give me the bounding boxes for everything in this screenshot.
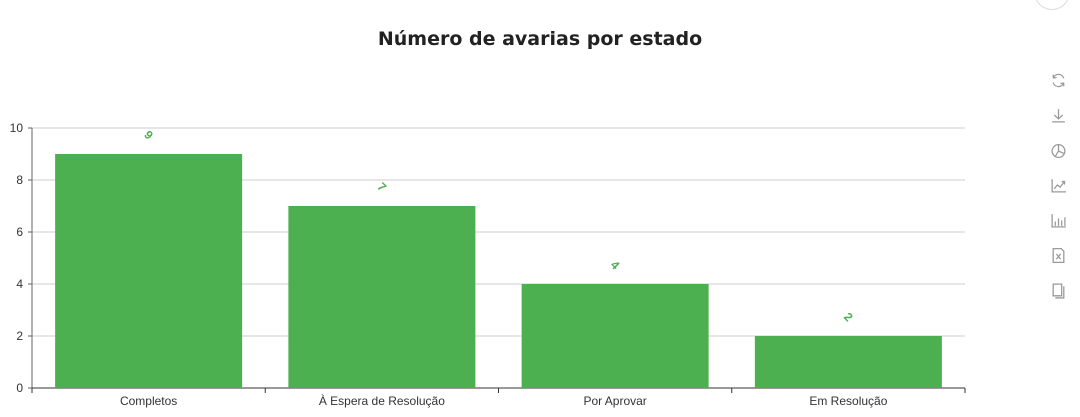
excel-export-icon[interactable] [1048, 245, 1068, 265]
bar-chart-icon[interactable] [1048, 210, 1068, 230]
bar-chart: 0 2 4 6 8 10 9 Completos 7 À Espera de Resolução 4… [10, 121, 966, 408]
x-tick-label: Por Aprovar [583, 394, 646, 408]
y-tick-label: 10 [10, 121, 24, 135]
line-chart-icon[interactable] [1048, 175, 1068, 195]
chart-title: Número de avarias por estado [377, 28, 703, 50]
copy-icon[interactable] [1048, 280, 1068, 300]
download-icon[interactable] [1048, 105, 1068, 125]
bar [55, 154, 243, 388]
x-tick-label: Completos [120, 394, 177, 408]
data-label: 2 [841, 310, 856, 325]
x-tick-label: À Espera de Resolução [319, 393, 445, 408]
x-tick-label: Em Resolução [809, 394, 887, 408]
y-tick-label: 4 [16, 277, 23, 291]
bar [288, 206, 476, 388]
data-label: 4 [608, 258, 623, 273]
y-tick-label: 2 [16, 329, 23, 343]
bar [754, 336, 942, 388]
y-tick-label: 6 [16, 225, 23, 239]
data-label: 9 [141, 128, 156, 143]
y-tick-label: 0 [16, 381, 23, 395]
refresh-icon[interactable] [1048, 70, 1068, 90]
pie-chart-icon[interactable] [1048, 140, 1068, 160]
menu-button[interactable] [1034, 0, 1070, 10]
bar [521, 284, 709, 388]
chart-toolbar [1048, 70, 1068, 315]
y-tick-label: 8 [16, 173, 23, 187]
data-label: 7 [375, 180, 390, 195]
